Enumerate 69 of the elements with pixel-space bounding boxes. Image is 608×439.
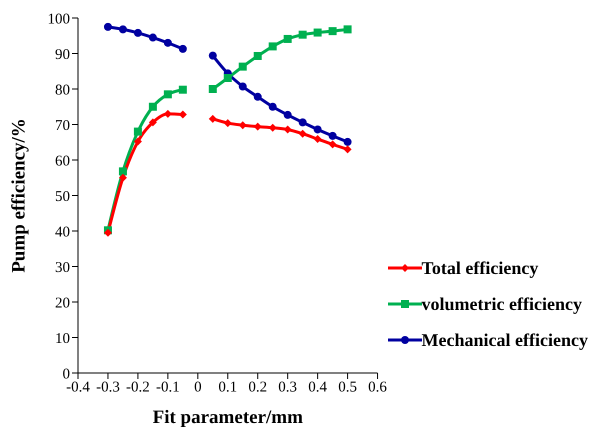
point xyxy=(254,52,262,60)
point xyxy=(344,25,352,34)
point xyxy=(148,102,157,111)
point xyxy=(208,52,217,60)
x-tick-label: 0 xyxy=(194,380,202,396)
x-tick-label: -0.4 xyxy=(66,380,90,396)
point xyxy=(224,119,232,128)
legend-label: Mechanical efficiency xyxy=(422,329,588,352)
legend-label: volumetric efficiency xyxy=(422,293,582,316)
point xyxy=(208,114,217,123)
point xyxy=(238,82,247,91)
point xyxy=(298,30,307,39)
y-axis-title: Pump efficiency/% xyxy=(8,118,30,273)
point xyxy=(164,90,172,98)
point xyxy=(298,130,307,138)
y-tick-label: 40 xyxy=(55,224,70,240)
point xyxy=(178,44,187,53)
x-tick-label: 0.6 xyxy=(368,380,388,396)
point xyxy=(314,135,322,144)
y-tick-label: 90 xyxy=(55,46,70,63)
x-tick-label: -0.3 xyxy=(96,380,120,396)
x-tick-label: 0.4 xyxy=(308,380,328,396)
point xyxy=(344,138,352,146)
point xyxy=(314,125,322,134)
point xyxy=(208,85,217,93)
point xyxy=(268,102,277,111)
point xyxy=(268,42,277,50)
point xyxy=(328,132,337,140)
point xyxy=(178,86,187,94)
y-tick-label: 20 xyxy=(55,295,70,312)
y-tick-label: 60 xyxy=(55,153,70,170)
point xyxy=(148,118,157,126)
point xyxy=(284,125,292,134)
point xyxy=(118,167,127,176)
point xyxy=(344,145,352,154)
point xyxy=(118,174,127,182)
point xyxy=(328,27,337,36)
y-tick-label: 0 xyxy=(62,366,70,382)
point xyxy=(134,128,142,136)
point xyxy=(104,228,112,237)
y-tick-label: 10 xyxy=(55,330,70,347)
x-tick-label: 0.2 xyxy=(248,380,268,396)
point xyxy=(118,25,127,34)
point xyxy=(328,140,337,148)
point xyxy=(314,28,322,37)
point xyxy=(224,74,232,82)
point xyxy=(238,121,247,130)
point xyxy=(148,34,157,42)
x-tick-label: -0.2 xyxy=(126,380,150,396)
y-tick-label: 80 xyxy=(55,82,70,98)
x-tick-label: -0.1 xyxy=(156,380,180,396)
legend-label: Total efficiency xyxy=(422,257,538,280)
y-tick-label: 50 xyxy=(55,188,70,205)
point xyxy=(254,92,262,101)
point xyxy=(164,38,172,47)
y-tick-label: 30 xyxy=(55,260,70,276)
x-axis-title: Fit parameter/mm xyxy=(152,407,304,428)
x-tick-label: 0.5 xyxy=(338,380,357,396)
x-tick-label: 0.1 xyxy=(218,380,238,396)
point xyxy=(134,138,142,146)
point xyxy=(284,34,292,43)
point xyxy=(104,22,112,31)
y-tick-label: 70 xyxy=(55,118,70,134)
point xyxy=(134,28,142,37)
x-tick-label: 0.3 xyxy=(278,380,298,396)
point xyxy=(284,110,292,119)
y-tick-label: 100 xyxy=(48,11,70,28)
point xyxy=(238,62,247,71)
point xyxy=(298,118,307,126)
